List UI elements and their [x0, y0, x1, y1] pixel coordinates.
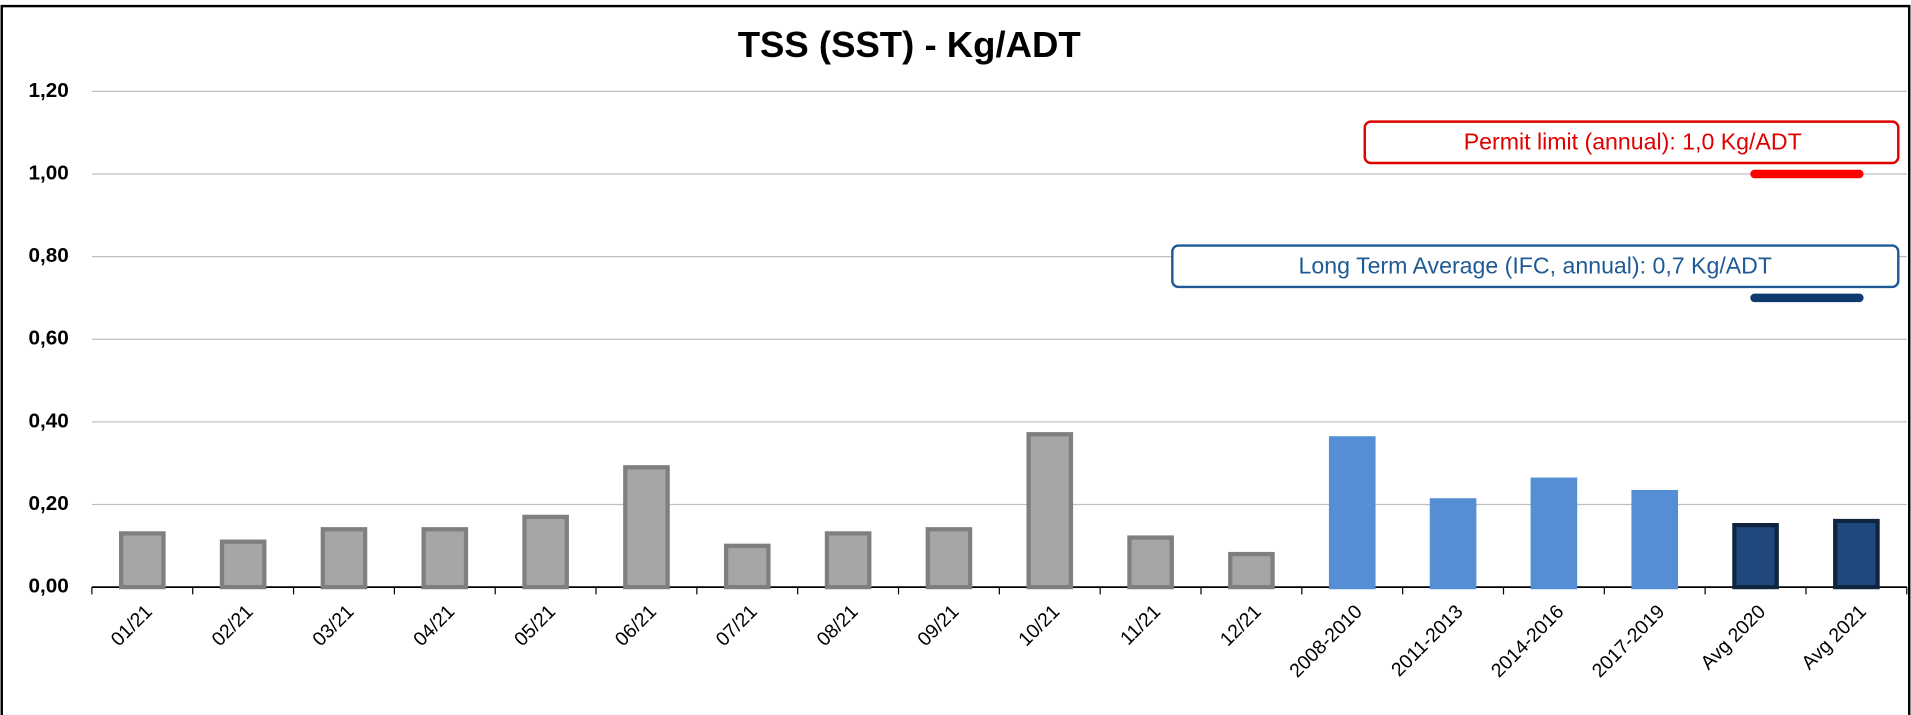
annotation-text: Long Term Average (IFC, annual): 0,7 Kg/… [1299, 253, 1772, 279]
bar [320, 527, 368, 590]
bar [1833, 518, 1880, 590]
bar [522, 514, 569, 590]
bar [219, 539, 267, 590]
bar [1631, 489, 1679, 590]
annotation-text: Permit limit (annual): 1,0 Kg/ADT [1464, 129, 1802, 155]
annotation-box [1363, 120, 1900, 165]
y-tick-label: 0,40 [28, 409, 68, 432]
bar [1127, 535, 1174, 590]
y-tick-label: 0,80 [28, 244, 68, 267]
bar [1732, 523, 1779, 590]
bar [1429, 498, 1477, 590]
bar [421, 527, 469, 590]
y-tick-label: 0,00 [28, 575, 68, 598]
bar [824, 531, 872, 590]
bar [1530, 477, 1578, 590]
y-tick-label: 1,00 [28, 161, 68, 184]
bar [1328, 436, 1376, 590]
bar [925, 527, 973, 590]
bar [1026, 432, 1074, 590]
y-tick-label: 1,20 [28, 79, 68, 102]
bar [1228, 551, 1275, 590]
chart-title: TSS (SST) - Kg/ADT [738, 24, 1081, 65]
y-tick-label: 0,60 [28, 327, 68, 350]
bar [119, 531, 166, 590]
bar [623, 465, 670, 590]
y-tick-label: 0,20 [28, 492, 68, 515]
bar [723, 543, 771, 590]
annotation-box [1171, 244, 1900, 289]
